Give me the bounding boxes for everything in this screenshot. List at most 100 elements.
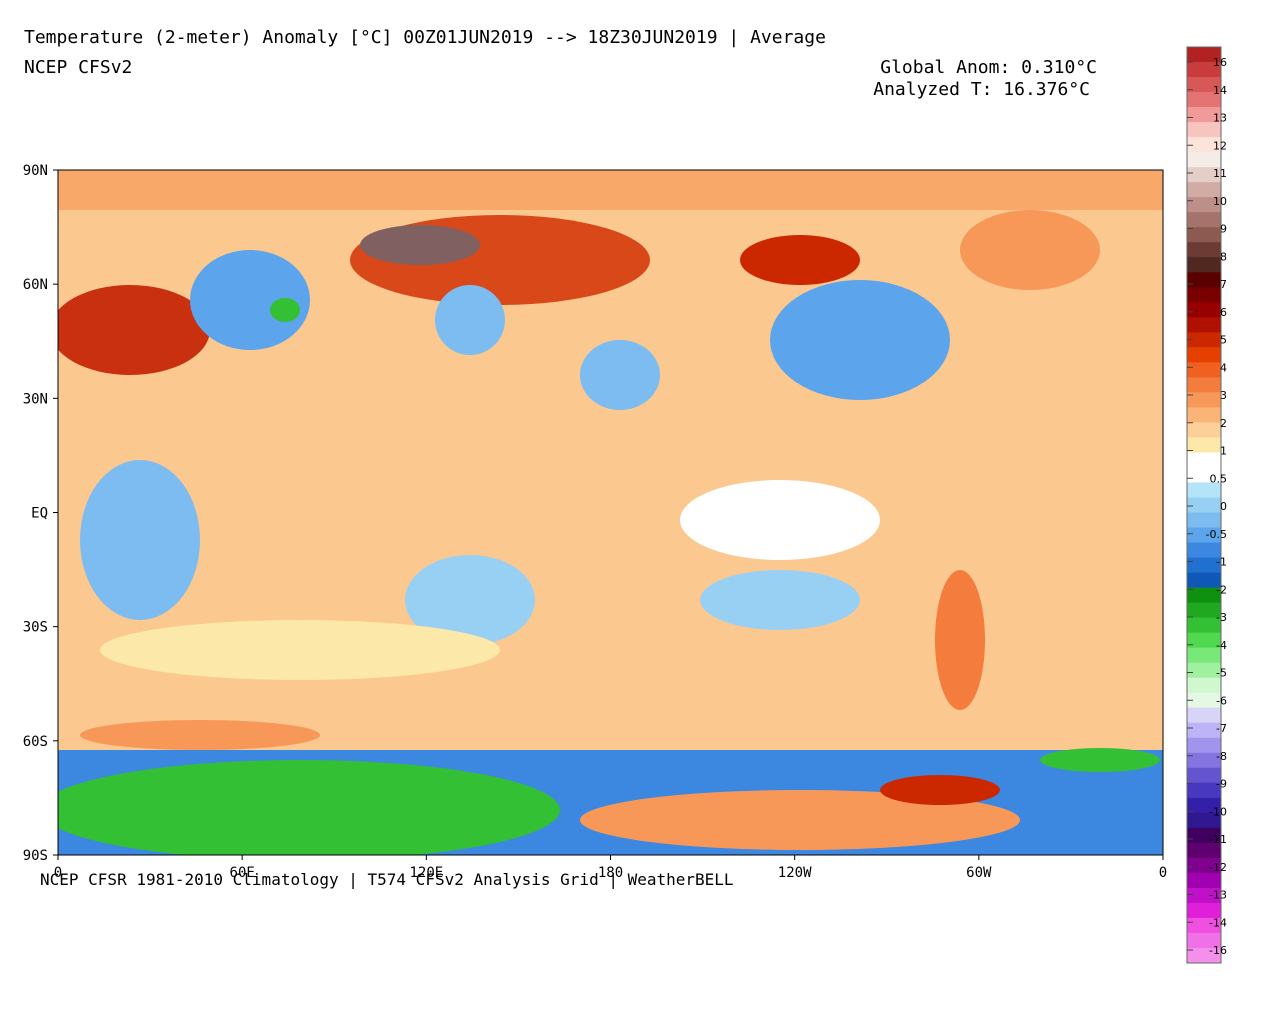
lon-label: 120W bbox=[778, 865, 812, 881]
colorbar-label: -13 bbox=[1209, 889, 1227, 902]
colorbar-swatch bbox=[1187, 47, 1221, 63]
colorbar-swatch bbox=[1187, 77, 1221, 93]
colorbar-swatch bbox=[1187, 167, 1221, 183]
colorbar-swatch bbox=[1187, 527, 1221, 544]
colorbar-label: 13 bbox=[1213, 112, 1227, 125]
lon-label: 180 bbox=[598, 865, 623, 881]
colorbar-swatch bbox=[1187, 227, 1221, 243]
colorbar-label: 6 bbox=[1220, 306, 1227, 319]
colorbar-swatch bbox=[1187, 632, 1221, 649]
colorbar-label: -12 bbox=[1209, 861, 1227, 874]
lat-label: 90N bbox=[23, 163, 48, 179]
colorbar-frame bbox=[1186, 46, 1222, 964]
colorbar-swatch bbox=[1187, 617, 1221, 634]
colorbar-label: 1 bbox=[1220, 445, 1227, 458]
anomaly-field bbox=[58, 170, 1163, 855]
colorbar-swatch bbox=[1187, 152, 1221, 168]
colorbar-swatch bbox=[1187, 887, 1221, 904]
colorbar-swatch bbox=[1187, 332, 1221, 348]
lat-label: 60N bbox=[23, 277, 48, 293]
colorbar-swatch bbox=[1187, 287, 1221, 303]
subtitle: NCEP CFSv2 bbox=[24, 57, 132, 78]
lat-label: 60S bbox=[23, 734, 48, 750]
lon-label: 120E bbox=[409, 865, 443, 881]
colorbar-swatch bbox=[1187, 812, 1221, 829]
colorbar-swatch bbox=[1187, 542, 1221, 559]
colorbar-label: -1 bbox=[1216, 556, 1227, 569]
colorbar-label: 12 bbox=[1213, 139, 1227, 152]
colorbar-swatch bbox=[1187, 377, 1221, 393]
colorbar-swatch bbox=[1187, 437, 1221, 453]
colorbar-swatch bbox=[1187, 902, 1221, 919]
colorbar-swatch bbox=[1187, 302, 1221, 318]
colorbar-label: 3 bbox=[1220, 389, 1227, 402]
colorbar-swatch bbox=[1187, 347, 1221, 363]
colorbar-label: 10 bbox=[1213, 195, 1227, 208]
colorbar-label: -5 bbox=[1216, 667, 1227, 680]
colorbar-swatch bbox=[1187, 752, 1221, 769]
lon-label: 0 bbox=[54, 865, 62, 881]
colorbar-swatch bbox=[1187, 737, 1221, 754]
colorbar-swatch bbox=[1187, 422, 1221, 438]
colorbar-swatch bbox=[1187, 407, 1221, 423]
colorbar-label: 5 bbox=[1220, 334, 1227, 347]
colorbar-swatch bbox=[1187, 257, 1221, 273]
colorbar-label: 14 bbox=[1213, 84, 1227, 97]
colorbar-label: 0.5 bbox=[1210, 472, 1228, 485]
global-anom: Global Anom: 0.310°C bbox=[880, 57, 1097, 78]
colorbar-swatch bbox=[1187, 647, 1221, 664]
lat-label: 30N bbox=[23, 391, 48, 407]
colorbar-swatch bbox=[1187, 917, 1221, 934]
lon-label: 60W bbox=[966, 865, 992, 881]
colorbar-swatch bbox=[1187, 512, 1221, 529]
colorbar-swatch bbox=[1187, 707, 1221, 724]
analyzed-t: Analyzed T: 16.376°C bbox=[873, 79, 1090, 100]
colorbar-swatch bbox=[1187, 497, 1221, 514]
colorbar-swatch bbox=[1187, 947, 1221, 964]
colorbar-swatch bbox=[1187, 137, 1221, 153]
colorbar-swatch bbox=[1187, 662, 1221, 679]
lon-label: 0 bbox=[1159, 865, 1167, 881]
colorbar-swatch bbox=[1187, 212, 1221, 228]
colorbar-label: -11 bbox=[1209, 833, 1227, 846]
colorbar-label: -14 bbox=[1209, 916, 1227, 929]
colorbar-label: -16 bbox=[1209, 944, 1227, 957]
colorbar-swatch bbox=[1187, 827, 1221, 844]
colorbar-label: 7 bbox=[1220, 278, 1227, 291]
colorbar-label: -8 bbox=[1216, 750, 1227, 763]
colorbar-swatch bbox=[1187, 932, 1221, 949]
lat-label: 90S bbox=[23, 848, 48, 864]
colorbar-swatch bbox=[1187, 92, 1221, 108]
colorbar-label: 16 bbox=[1213, 56, 1227, 69]
footer: NCEP CFSR 1981-2010 Climatology | T574 C… bbox=[40, 870, 734, 889]
colorbar-swatch bbox=[1187, 842, 1221, 859]
colorbar-label: -6 bbox=[1216, 694, 1227, 707]
colorbar-label: 0 bbox=[1220, 500, 1227, 513]
lat-label: 30S bbox=[23, 620, 48, 636]
colorbar-swatch bbox=[1187, 107, 1221, 123]
colorbar-label: 2 bbox=[1220, 417, 1227, 430]
colorbar-swatch bbox=[1187, 857, 1221, 874]
colorbar-swatch bbox=[1187, 767, 1221, 784]
colorbar-swatch bbox=[1187, 797, 1221, 814]
colorbar-swatch bbox=[1187, 317, 1221, 333]
title: Temperature (2-meter) Anomaly [°C] 00Z01… bbox=[24, 27, 826, 48]
colorbar-swatch bbox=[1187, 62, 1221, 78]
colorbar-swatch bbox=[1187, 872, 1221, 889]
colorbar-swatch bbox=[1187, 482, 1221, 498]
colorbar-swatch bbox=[1187, 467, 1221, 483]
colorbar-swatch bbox=[1187, 602, 1221, 619]
colorbar-label: 4 bbox=[1220, 361, 1227, 374]
colorbar-swatch bbox=[1187, 122, 1221, 138]
colorbar-swatch bbox=[1187, 392, 1221, 408]
colorbar-label: 11 bbox=[1213, 167, 1227, 180]
colorbar-swatch bbox=[1187, 572, 1221, 589]
colorbar-swatch bbox=[1187, 557, 1221, 574]
colorbar-swatch bbox=[1187, 242, 1221, 258]
colorbar-swatch bbox=[1187, 677, 1221, 694]
colorbar-swatch bbox=[1187, 587, 1221, 604]
colorbar-swatch bbox=[1187, 197, 1221, 213]
colorbar-label: -0.5 bbox=[1206, 528, 1227, 541]
colorbar-swatch bbox=[1187, 782, 1221, 799]
colorbar-label: -3 bbox=[1216, 611, 1227, 624]
